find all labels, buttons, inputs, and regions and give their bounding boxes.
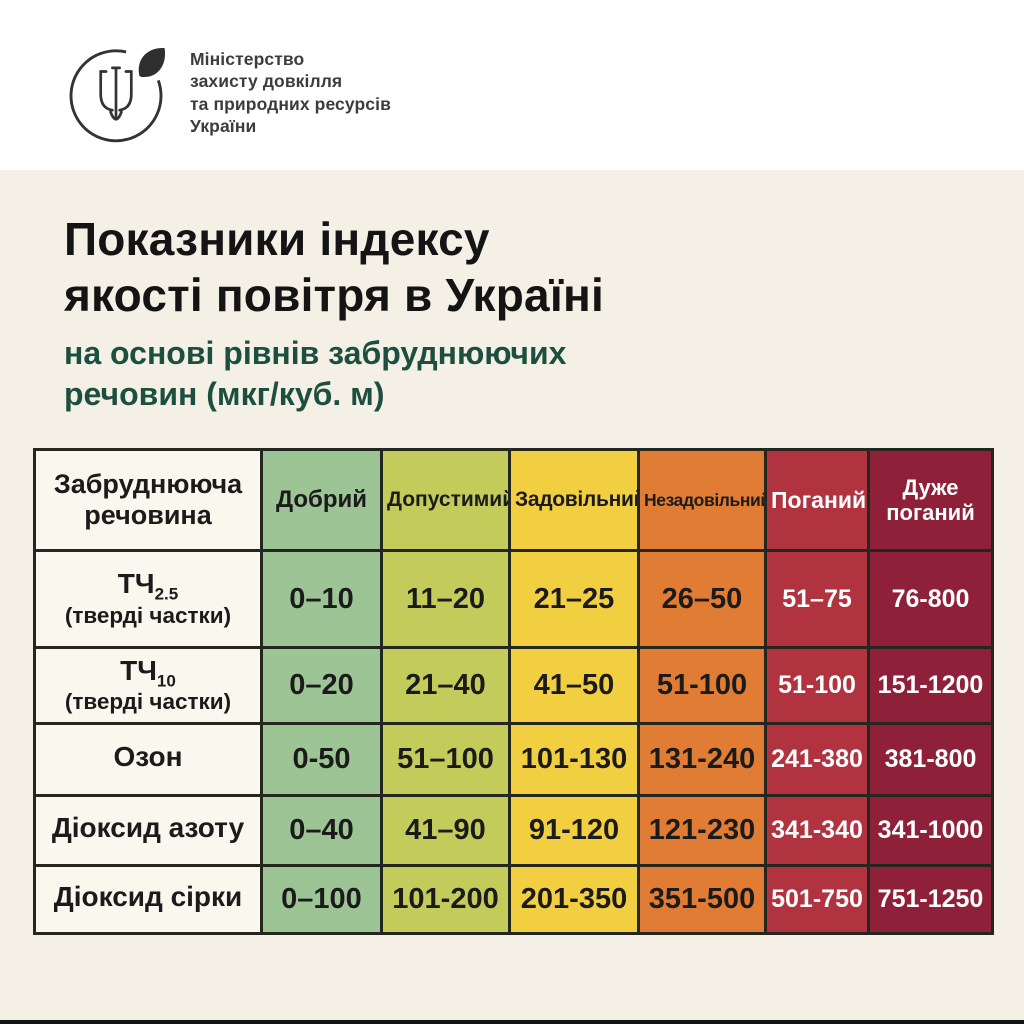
value-cell: 21–25: [508, 549, 640, 649]
value-cell: 51–75: [764, 549, 870, 649]
pollutant-note: (тверді частки): [64, 602, 232, 628]
pollutant-cell: ТЧ10 (тверді частки): [33, 646, 263, 725]
pollutant-name: Озон: [113, 741, 183, 773]
pollutant-note: (тверді частки): [64, 689, 232, 715]
table-row-pm10: ТЧ10 (тверді частки) 0–20 21–40 41–50 51…: [33, 646, 994, 725]
page-subtitle-line2: речовин (мкг/куб. м): [64, 375, 385, 412]
pollutant-name: Діоксид азоту: [51, 812, 245, 844]
page-title: Показники індексу якості повітря в Украї…: [64, 212, 964, 323]
pollutant-cell: ТЧ2.5 (тверді частки): [33, 549, 263, 649]
value-cell: 101-200: [380, 864, 511, 935]
column-header-unsatisfactory: Незадовільний: [637, 448, 767, 552]
value-cell: 381-800: [867, 722, 994, 797]
value-cell: 91-120: [508, 794, 640, 867]
value-cell: 101-130: [508, 722, 640, 797]
value-cell: 26–50: [637, 549, 767, 649]
value-cell: 0–10: [260, 549, 383, 649]
value-cell: 501-750: [764, 864, 870, 935]
value-cell: 341-1000: [867, 794, 994, 867]
value-cell: 41–90: [380, 794, 511, 867]
value-cell: 51-100: [764, 646, 870, 725]
column-header-acceptable: Допустимий: [380, 448, 511, 552]
value-cell: 751-1250: [867, 864, 994, 935]
value-cell: 351-500: [637, 864, 767, 935]
column-header-very-bad: Дуже поганий: [867, 448, 994, 552]
page-title-line1: Показники індексу: [64, 213, 490, 265]
table-header-row: Забруднююча речовина Добрий Допустимий З…: [33, 448, 994, 552]
page-subtitle-line1: на основі рівнів забруднюючих: [64, 335, 567, 372]
table-row-no2: Діоксид азоту 0–40 41–90 91-120 121-230 …: [33, 794, 994, 867]
table-row-so2: Діоксид сірки 0–100 101-200 201-350 351-…: [33, 864, 994, 935]
pollutant-name: Діоксид сірки: [53, 881, 243, 913]
value-cell: 0–40: [260, 794, 383, 867]
value-cell: 201-350: [508, 864, 640, 935]
value-cell: 51-100: [637, 646, 767, 725]
column-header-satisfactory: Задовільний: [508, 448, 640, 552]
value-cell: 131-240: [637, 722, 767, 797]
top-white-band: Міністерство захисту довкілля та природн…: [0, 0, 1024, 170]
value-cell: 41–50: [508, 646, 640, 725]
aqi-table: Забруднююча речовина Добрий Допустимий З…: [33, 448, 994, 935]
value-cell: 0–20: [260, 646, 383, 725]
trident-leaf-logo-icon: [69, 48, 166, 143]
bottom-edge-bar: [0, 1020, 1024, 1024]
value-cell: 51–100: [380, 722, 511, 797]
column-header-bad: Поганий: [764, 448, 870, 552]
pollutant-cell: Діоксид сірки: [33, 864, 263, 935]
column-header-pollutant: Забруднююча речовина: [33, 448, 263, 552]
ministry-brand: Міністерство захисту довкілля та природн…: [62, 40, 391, 148]
page-title-line2: якості повітря в Україні: [64, 268, 604, 321]
table-row-ozone: Озон 0-50 51–100 101-130 131-240 241-380…: [33, 722, 994, 797]
value-cell: 151-1200: [867, 646, 994, 725]
value-cell: 0–100: [260, 864, 383, 935]
value-cell: 241-380: [764, 722, 870, 797]
ministry-name: Міністерство захисту довкілля та природн…: [190, 48, 391, 138]
ministry-name-line: Міністерство: [190, 49, 305, 69]
value-cell: 76-800: [867, 549, 994, 649]
table-row-pm25: ТЧ2.5 (тверді частки) 0–10 11–20 21–25 2…: [33, 549, 994, 649]
pollutant-cell: Озон: [33, 722, 263, 797]
page-subtitle: на основі рівнів забруднюючих речовин (м…: [64, 333, 964, 414]
aqi-table-wrap: Забруднююча речовина Добрий Допустимий З…: [33, 448, 994, 935]
value-cell: 0-50: [260, 722, 383, 797]
pollutant-name: ТЧ10: [120, 654, 176, 691]
ministry-name-line: України: [190, 116, 257, 137]
value-cell: 121-230: [637, 794, 767, 867]
ministry-name-line: та природних ресурсів: [190, 93, 391, 114]
value-cell: 11–20: [380, 549, 511, 649]
ministry-name-line: захисту довкілля: [190, 71, 343, 92]
column-header-good: Добрий: [260, 448, 383, 552]
title-block: Показники індексу якості повітря в Украї…: [64, 212, 964, 414]
value-cell: 341-340: [764, 794, 870, 867]
value-cell: 21–40: [380, 646, 511, 725]
pollutant-name: ТЧ2.5: [117, 568, 179, 604]
pollutant-cell: Діоксид азоту: [33, 794, 263, 867]
